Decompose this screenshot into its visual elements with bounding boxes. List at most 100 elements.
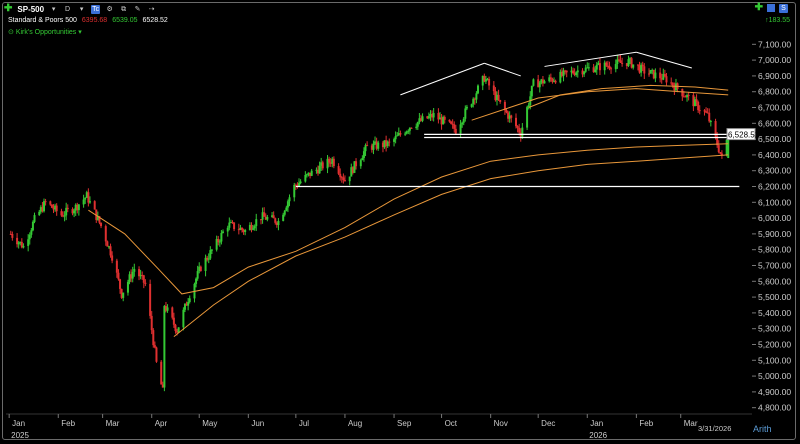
candle-body: [152, 330, 155, 346]
candle-body: [648, 73, 651, 75]
candle-body: [326, 158, 329, 169]
candle-body: [54, 205, 57, 210]
candle-body: [686, 94, 689, 98]
candle-body: [464, 108, 467, 119]
x-tick-label: Feb: [61, 419, 75, 428]
settings-icon[interactable]: S: [779, 3, 788, 13]
candle-body: [19, 241, 22, 243]
draw-icon[interactable]: ✎: [134, 5, 141, 13]
y-tick-label: 5,300.00: [758, 324, 791, 334]
dropdown-icon[interactable]: ▾: [79, 5, 84, 13]
add-symbol-icon[interactable]: ✚: [4, 3, 13, 14]
candle-body: [451, 123, 454, 125]
candle-body: [277, 220, 280, 226]
candle-body: [11, 233, 14, 238]
x-tick-label: Jul: [299, 419, 309, 428]
candle-body: [331, 158, 334, 164]
candle-body: [293, 184, 296, 198]
candle-body: [660, 78, 663, 80]
x-tick-label: Mar: [684, 419, 698, 428]
candle-body: [342, 177, 345, 181]
candle-body: [665, 76, 668, 83]
tc-badge-icon[interactable]: Tc: [91, 4, 101, 14]
candle-body: [115, 260, 118, 273]
y-tick-label: 5,600.00: [758, 276, 791, 286]
candle-body: [142, 275, 145, 283]
candle-body: [416, 122, 419, 127]
candle-body: [350, 167, 353, 177]
x-tick-label: Feb: [639, 419, 653, 428]
candle-body: [632, 64, 635, 68]
candle-body: [419, 118, 422, 121]
candle-body: [187, 302, 190, 306]
add-icon[interactable]: ✚: [754, 2, 763, 13]
candle-body: [470, 104, 473, 107]
candle-body: [122, 292, 125, 298]
candle-body: [394, 136, 397, 140]
dropdown-icon[interactable]: ▾: [51, 5, 56, 13]
candle-body: [595, 64, 598, 70]
candle-body: [530, 85, 533, 97]
candle-body: [17, 242, 20, 245]
candle-body: [30, 230, 33, 235]
y-tick-label: 6,100.00: [758, 197, 791, 207]
candle-body: [692, 95, 695, 107]
x-tick-label: Nov: [494, 419, 508, 428]
candle-body: [9, 233, 12, 235]
chart-tools-icon[interactable]: ⚙: [106, 5, 113, 13]
candle-body: [351, 167, 354, 173]
candle-body: [198, 266, 201, 272]
price-tag-value: 6,528.52: [728, 131, 760, 140]
candle-body: [28, 234, 31, 240]
study-icon: ⊙: [8, 29, 14, 36]
scale-mode-button[interactable]: Arith: [753, 424, 772, 434]
candle-body: [481, 75, 484, 86]
y-tick-label: 5,100.00: [758, 355, 791, 365]
candle-body: [27, 239, 30, 246]
candle-body: [640, 64, 643, 73]
x-tick-label: May: [202, 419, 217, 428]
candle-body: [253, 226, 256, 229]
flag-icon[interactable]: [767, 4, 775, 12]
candle-body: [93, 201, 96, 210]
copy-icon[interactable]: ⧉: [121, 5, 127, 13]
candle-body: [381, 142, 384, 148]
symbol-field[interactable]: SP-500: [17, 4, 45, 14]
candle-body: [210, 249, 213, 251]
chevron-down-icon[interactable]: ▾: [78, 29, 82, 36]
candle-body: [621, 62, 624, 64]
y-tick-label: 6,000.00: [758, 213, 791, 223]
candle-body: [204, 257, 207, 271]
candle-body: [459, 124, 462, 134]
candle-body: [682, 96, 685, 98]
candle-body: [320, 162, 323, 166]
candle-body: [153, 345, 156, 348]
candle-body: [617, 59, 620, 61]
y-tick-label: 5,800.00: [758, 245, 791, 255]
candle-body: [443, 116, 446, 120]
study-label[interactable]: ⊙ Kirk's Opportunities ▾: [8, 28, 82, 36]
candle-body: [649, 70, 652, 74]
candle-body: [610, 68, 613, 70]
candle-body: [315, 169, 318, 171]
candle-body: [217, 239, 220, 243]
candle-body: [651, 69, 654, 71]
link-icon[interactable]: ⇢: [148, 5, 155, 13]
candle-body: [393, 139, 396, 142]
candle-body: [440, 117, 443, 125]
candle-body: [362, 151, 365, 158]
candle-body: [499, 99, 502, 102]
candle-body: [226, 227, 229, 232]
candle-body: [383, 140, 386, 148]
candle-body: [697, 101, 700, 111]
y-tick-label: 5,200.00: [758, 339, 791, 349]
candle-body: [630, 58, 633, 68]
period-selector[interactable]: D: [65, 5, 71, 13]
candle-body: [484, 79, 487, 82]
candle-body: [488, 78, 491, 86]
up-arrow-icon: ↑: [765, 17, 769, 24]
candle-body: [454, 128, 457, 134]
candle-body: [629, 58, 632, 60]
candle-body: [549, 77, 552, 80]
